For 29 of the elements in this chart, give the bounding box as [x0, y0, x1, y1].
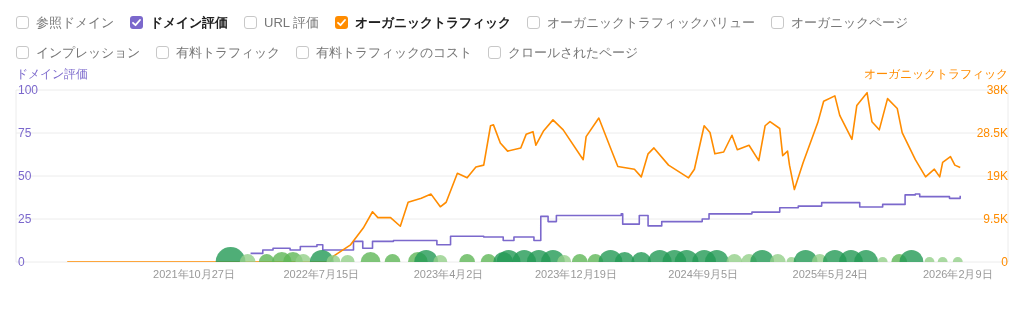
text: 有料トラフィック	[176, 45, 280, 60]
text: インプレッション	[36, 45, 140, 60]
y-tick-label: 50	[18, 169, 32, 184]
x-tick-label: 2021年10月27日	[153, 267, 235, 280]
y-axis-title: ドメイン評価	[16, 66, 88, 83]
y-tick-label: 25	[18, 212, 32, 227]
y2-tick-label: 0	[1001, 255, 1009, 270]
x-tick-label: 2023年12月19日	[534, 267, 617, 280]
x-tick-label: 2026年2月9日	[922, 267, 993, 280]
x-tick-label: 2023年4月2日	[413, 267, 484, 280]
legend-label: オーガニックトラフィック	[355, 15, 512, 30]
x-tick-label: 2025年5月24日	[792, 267, 869, 280]
y2-tick-label: 38K	[986, 83, 1008, 98]
x-tick-label: 2024年9月5日	[668, 267, 739, 280]
y2-tick-label: 28.5K	[976, 126, 1008, 141]
y-tick-label: 100	[18, 83, 39, 98]
text: オーガニックページ	[791, 15, 909, 30]
y2-tick-label: 19K	[986, 169, 1008, 184]
text: URL 評価	[264, 15, 320, 30]
text: 有料トラフィックのコスト	[316, 45, 472, 60]
legend-label: ドメイン評価	[150, 15, 228, 30]
text: 参照ドメイン	[36, 15, 114, 30]
x-tick-label: 2022年7月15日	[283, 267, 360, 280]
y-tick-label: 0	[18, 255, 25, 270]
text: オーガニックトラフィックバリュー	[547, 15, 756, 30]
y2-axis-title: オーガニックトラフィック	[864, 66, 1008, 83]
y-tick-label: 75	[18, 126, 32, 141]
y2-tick-label: 9.5K	[983, 212, 1008, 227]
text: クロールされたページ	[508, 45, 638, 60]
